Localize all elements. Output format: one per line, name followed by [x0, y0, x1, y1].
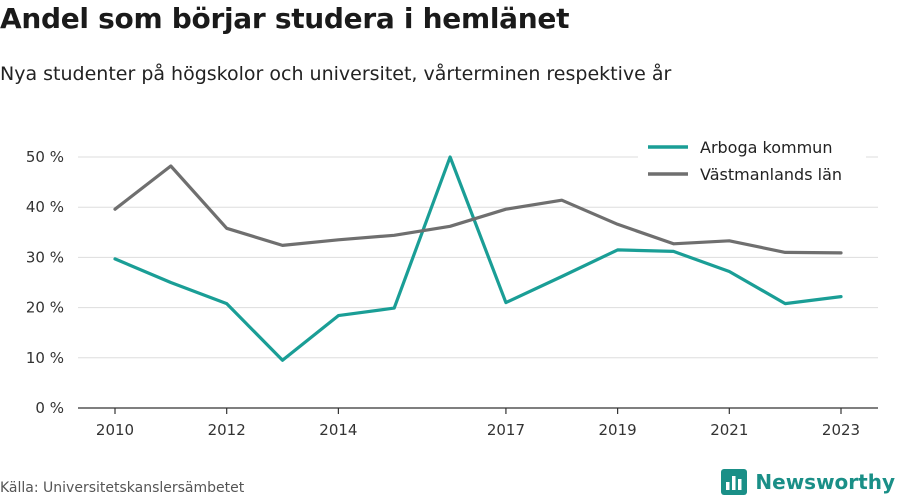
x-axis: 2010 2012 2014 2017 2019 2021 2023	[78, 407, 878, 439]
bar-chart-logo-icon	[721, 469, 748, 495]
x-tick-label: 2010	[96, 421, 134, 439]
x-tick-label: 2014	[319, 421, 357, 439]
legend-label: Västmanlands län	[700, 165, 842, 184]
brand-logo: Newsworthy	[721, 468, 895, 496]
x-tick-label: 2021	[710, 421, 748, 439]
x-tick-label: 2017	[487, 421, 525, 439]
line-chart: 0 % 10 % 20 % 30 % 40 % 50 % 2010 2012 2014 2017…	[25, 131, 878, 439]
gridlines	[78, 156, 878, 359]
chart-title: Andel som börjar studera i hemlänet	[0, 2, 570, 35]
series-line	[113, 164, 843, 255]
y-tick-label: 50 %	[26, 148, 64, 166]
x-tick-label: 2012	[208, 421, 246, 439]
legend: Arboga kommun Västmanlands län	[638, 131, 866, 191]
y-tick-label: 20 %	[26, 299, 64, 317]
legend-label: Arboga kommun	[700, 138, 832, 157]
x-tick-label: 2023	[822, 421, 860, 439]
series-lines	[113, 155, 843, 362]
source-note: Källa: Universitetskanslersämbetet	[0, 480, 245, 496]
y-axis: 0 % 10 % 20 % 30 % 40 % 50 %	[26, 148, 64, 417]
x-tick-label: 2019	[599, 421, 637, 439]
series-line	[113, 155, 843, 362]
brand-name: Newsworthy	[755, 470, 895, 494]
chart-subtitle: Nya studenter på högskolor och universit…	[0, 63, 672, 85]
y-tick-label: 40 %	[26, 198, 64, 216]
y-tick-label: 30 %	[26, 248, 64, 266]
legend-background	[638, 131, 866, 191]
y-tick-label: 10 %	[26, 349, 64, 367]
y-tick-label: 0 %	[35, 399, 64, 417]
